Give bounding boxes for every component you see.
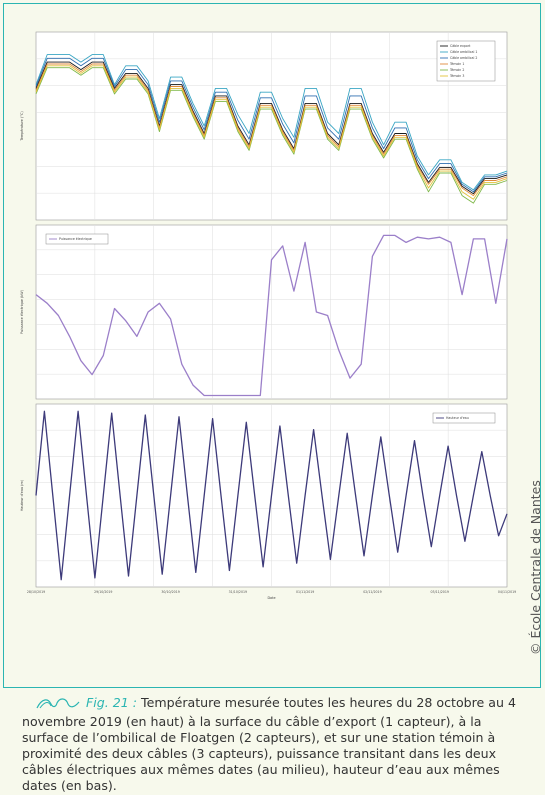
y-axis-label: Température (°C) [20,111,24,142]
legend-box [45,233,109,245]
x-tick-label: 01/11/2019 [296,590,314,594]
series-line-middle-1 [35,234,508,397]
y-axis-label: Puissance électrique (kW) [20,289,24,334]
x-tick-label: 28/10/2019 [27,590,45,594]
legend-box [436,40,496,82]
x-tick-label: 30/10/2019 [161,590,179,594]
x-axis-label: Date [267,596,275,600]
x-tick-label: 02/11/2019 [363,590,381,594]
series-line-top-5 [35,67,508,204]
series-line-bottom-1 [35,410,508,581]
legend-entry: Câble ombilical 1 [450,50,477,54]
legend-entry: Puissance électrique [59,237,92,241]
legend-entry: Témoin 1 [449,62,464,66]
figure-label: Fig. 21 : [86,695,138,710]
figure-charts: Température (°C) Câble export Câble ombili… [20,31,516,600]
legend-bottom: Hauteur d'eau [432,412,496,424]
series-line-top-2 [35,54,508,191]
chart-panel-bottom: Hauteur d'eau (m) Hauteur d'eau [20,403,508,588]
y-axis-label: Hauteur d'eau (m) [20,479,24,511]
chart-panel-middle: Puissance électrique (kW) Puissance élect… [20,224,508,400]
chart-panel-top: Température (°C) Câble export Câble ombili… [20,31,508,221]
caption-text: Température mesurée toutes les heures du… [22,695,517,794]
figure-caption: Fig. 21 : Température mesurée toutes les… [22,695,527,795]
x-tick-label: 03/11/2019 [431,590,449,594]
series-line-top-3 [35,57,508,193]
x-tick-label: 29/10/2019 [94,590,112,594]
legend-entry: Témoin 3 [449,74,464,78]
legend-entry: Hauteur d'eau [446,416,469,420]
x-tick-label: 31/10/2019 [229,590,247,594]
x-tick-label: 04/11/2019 [498,590,516,594]
series-line-top-1 [35,61,508,195]
legend-entry: Câble ombilical 2 [450,56,477,60]
series-line-top-6 [35,65,508,200]
photo-credit: © École Centrale de Nantes [528,480,543,655]
legend-middle: Puissance électrique [45,233,109,245]
wave-icon [36,696,80,714]
legend-top: Câble export Câble ombilical 1 Câble ombil… [436,40,496,82]
legend-entry: Câble export [450,44,471,48]
legend-box [432,412,496,424]
series-line-top-4 [35,63,508,197]
legend-entry: Témoin 2 [449,68,464,72]
